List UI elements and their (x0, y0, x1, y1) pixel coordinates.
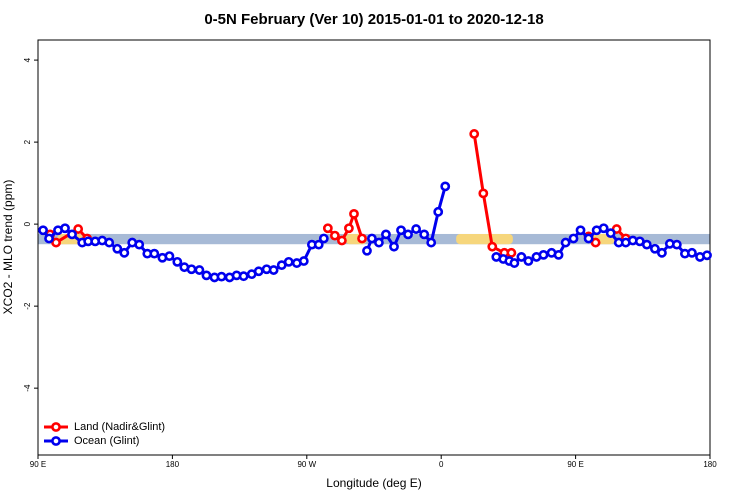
data-point (426, 237, 437, 248)
data-point (318, 233, 329, 244)
data-point (194, 265, 205, 275)
x-tick-label: 180 (166, 460, 180, 469)
y-tick-label: -4 (23, 384, 32, 392)
data-point (374, 237, 384, 248)
data-point (396, 225, 406, 236)
land-band-segment (456, 233, 513, 245)
plot-frame (37, 39, 711, 456)
data-point (523, 256, 534, 266)
data-point (478, 188, 489, 199)
data-point (553, 249, 564, 260)
data-point (657, 247, 667, 258)
data-point (641, 239, 652, 250)
data-point (134, 239, 145, 250)
data-point (60, 223, 70, 234)
y-tick-label: 2 (23, 139, 32, 144)
data-point (186, 264, 197, 275)
data-point (38, 225, 48, 236)
legend-marker (51, 422, 61, 432)
x-tick-label: 90 E (30, 460, 46, 469)
data-point (119, 247, 130, 258)
x-tick-label: 180 (703, 460, 717, 469)
legend-label: Land (Nadir&Glint) (74, 421, 165, 433)
data-point (538, 249, 549, 260)
data-point (568, 233, 579, 244)
data-point (322, 223, 333, 234)
data-point (349, 208, 359, 219)
data-point (238, 271, 249, 282)
data-point (216, 271, 227, 282)
data-point (357, 233, 367, 244)
legend-label: Ocean (Glint) (74, 435, 139, 447)
data-point (336, 235, 347, 246)
data-point (419, 229, 430, 240)
data-point (73, 224, 84, 234)
data-point (389, 241, 399, 252)
data-point (575, 225, 586, 236)
y-tick-label: 4 (23, 57, 32, 62)
data-point (583, 233, 594, 244)
data-point (253, 266, 264, 277)
data-point (44, 233, 54, 244)
data-point (560, 237, 571, 248)
x-axis-label: Longitude (deg E) (326, 476, 421, 490)
data-point (268, 265, 279, 275)
data-point (104, 237, 115, 248)
data-point (381, 229, 391, 240)
data-point (605, 228, 616, 239)
x-tick-label: 0 (439, 460, 444, 469)
data-point (329, 230, 340, 241)
data-point (433, 206, 444, 217)
y-axis-label: XCO2 - MLO trend (ppm) (1, 180, 15, 315)
data-point (509, 258, 520, 268)
legend-marker (51, 436, 61, 446)
data-point (149, 248, 160, 259)
data-point (649, 243, 660, 254)
data-point (67, 229, 77, 240)
data-point (671, 239, 682, 250)
data-point (51, 237, 61, 248)
data-point (403, 229, 413, 240)
data-point (598, 223, 609, 234)
data-point (516, 252, 527, 262)
data-point (112, 243, 123, 254)
data-point (487, 241, 498, 252)
data-point (702, 250, 712, 261)
data-point (362, 245, 372, 256)
data-point (164, 251, 175, 262)
data-point (367, 233, 377, 244)
data-point (313, 239, 324, 250)
data-point (469, 129, 480, 139)
x-tick-label: 90 W (297, 460, 316, 469)
data-point (283, 256, 294, 267)
data-point (344, 223, 354, 234)
data-point (687, 247, 697, 258)
data-point (440, 181, 451, 192)
data-point (172, 256, 183, 267)
data-point (201, 270, 212, 281)
data-point (411, 224, 422, 234)
x-tick-label: 90 E (567, 460, 583, 469)
y-tick-label: -2 (23, 302, 32, 310)
chart-title: 0-5N February (Ver 10) 2015-01-01 to 202… (204, 11, 543, 28)
data-point (506, 247, 517, 258)
data-point (298, 256, 309, 266)
data-point (590, 237, 601, 248)
y-tick-label: 0 (23, 221, 32, 226)
